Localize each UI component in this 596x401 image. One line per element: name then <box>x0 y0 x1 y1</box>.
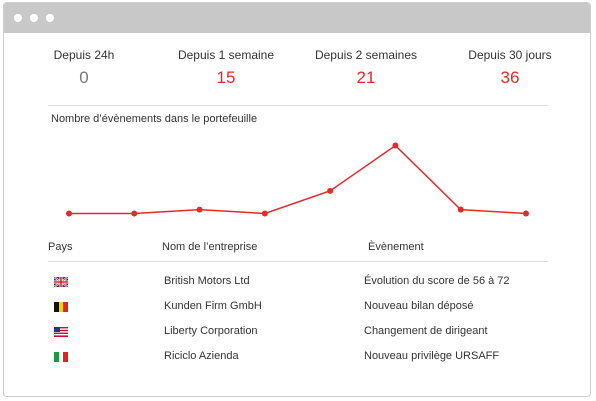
table-row[interactable]: Kunden Firm GmbH Nouveau bilan déposé <box>4 296 590 318</box>
data-point <box>457 206 464 213</box>
stat-24h: Depuis 24h 0 <box>4 48 164 88</box>
table-row[interactable]: Liberty Corporation Changement de dirige… <box>4 321 590 343</box>
stat-value: 21 <box>356 68 376 87</box>
stats-summary: Depuis 24h 0 Depuis 1 semaine 15 Depuis … <box>4 48 590 98</box>
window-dot-icon <box>46 14 54 22</box>
stat-2-weeks: Depuis 2 semaines 21 <box>286 48 446 88</box>
browser-window: Depuis 24h 0 Depuis 1 semaine 15 Depuis … <box>3 2 591 397</box>
belgium-flag-icon <box>54 302 68 312</box>
events-line-chart <box>66 142 529 217</box>
usa-flag-icon <box>54 327 68 337</box>
event-description: Nouveau bilan déposé <box>364 300 474 312</box>
window-titlebar <box>4 3 590 33</box>
event-description: Nouveau privilège URSAFF <box>364 350 500 362</box>
company-name: Liberty Corporation <box>164 325 258 337</box>
italy-flag-icon <box>54 352 68 362</box>
stat-label: Depuis 30 jours <box>468 48 552 62</box>
column-header-company: Nom de l’entreprise <box>162 241 258 253</box>
window-dot-icon <box>30 14 38 22</box>
event-description: Évolution du score de 56 à 72 <box>364 275 510 287</box>
stat-value: 15 <box>216 68 236 87</box>
event-description: Changement de dirigeant <box>364 325 488 337</box>
table-row[interactable]: Riciclo Azienda Nouveau privilège URSAFF <box>4 346 590 368</box>
column-header-event: Èvènement <box>368 241 424 253</box>
stat-value: 36 <box>500 68 520 87</box>
data-point <box>392 142 399 149</box>
chart-title: Nombre d’évènements dans le portefeuille <box>51 113 258 125</box>
data-point <box>523 210 529 217</box>
company-name: Riciclo Azienda <box>164 350 239 362</box>
divider <box>48 105 548 106</box>
table-header-divider <box>48 261 548 262</box>
window-dot-icon <box>14 14 22 22</box>
stat-label: Depuis 2 semaines <box>314 48 418 62</box>
series-line <box>69 144 527 215</box>
uk-flag-icon <box>54 277 68 287</box>
stat-label: Depuis 1 semaine <box>177 48 275 62</box>
company-name: British Motors Ltd <box>164 275 250 287</box>
stat-1-week: Depuis 1 semaine 15 <box>146 48 306 88</box>
stat-value: 0 <box>79 68 89 87</box>
column-header-country: Pays <box>48 241 73 253</box>
stat-label: Depuis 24h <box>53 48 115 62</box>
data-point <box>196 206 203 213</box>
company-name: Kunden Firm GmbH <box>164 300 262 312</box>
data-point <box>66 210 72 217</box>
data-point <box>261 210 268 217</box>
stat-30-days: Depuis 30 jours 36 <box>430 48 590 88</box>
data-point <box>327 187 334 194</box>
table-row[interactable]: British Motors Ltd Évolution du score de… <box>4 271 590 293</box>
data-point <box>131 210 138 217</box>
